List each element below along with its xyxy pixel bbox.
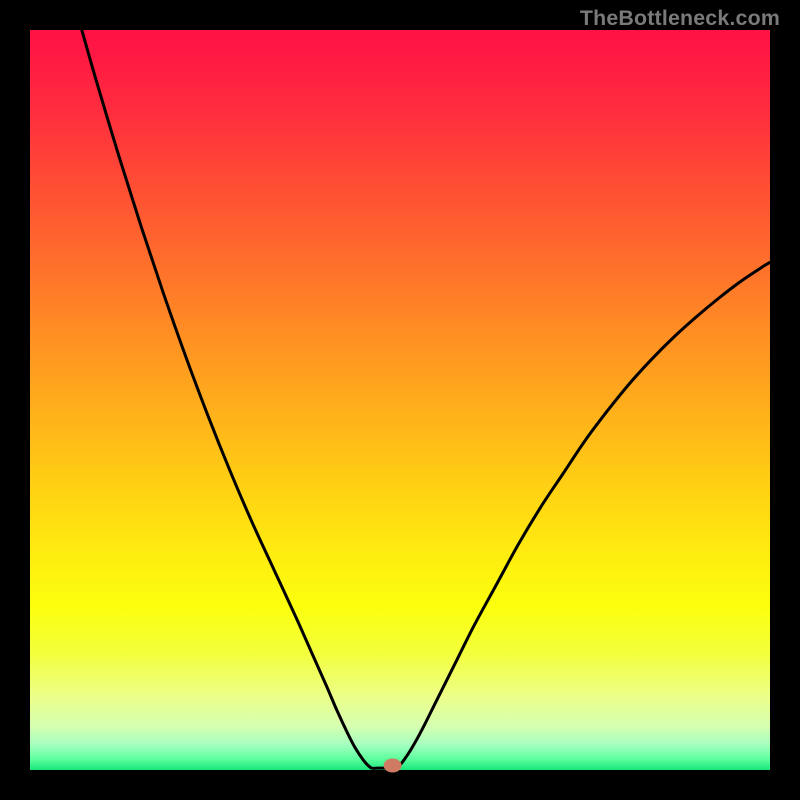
bottleneck-curve [82,30,770,768]
plot-svg [30,30,770,770]
chart-stage: TheBottleneck.com [0,0,800,800]
plot-area [30,30,770,770]
watermark-text: TheBottleneck.com [580,6,780,31]
min-marker [384,759,402,773]
